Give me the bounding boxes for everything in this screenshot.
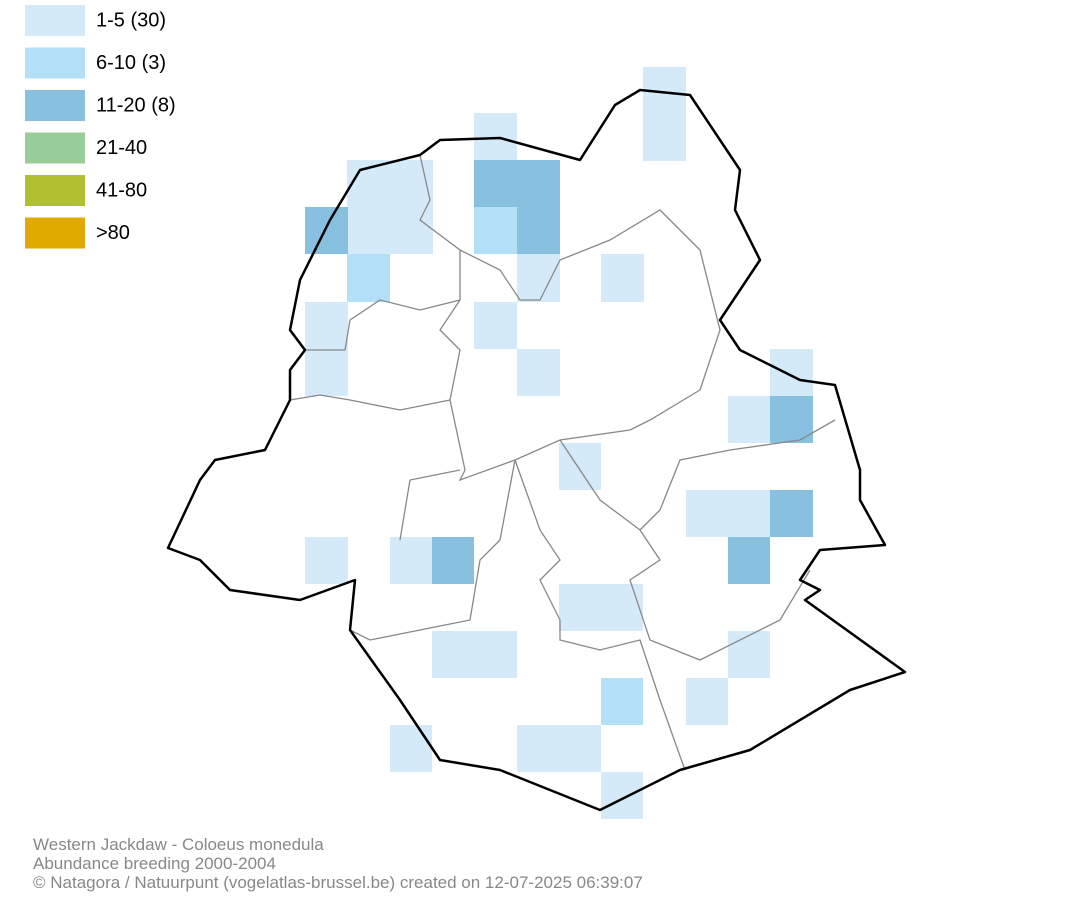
cell (686, 678, 728, 725)
grid-cells (305, 67, 813, 819)
legend-swatch (25, 175, 85, 206)
cell (305, 537, 348, 584)
cell (728, 537, 770, 584)
cell (728, 631, 770, 678)
cell (559, 584, 643, 631)
legend-label: 6-10 (3) (96, 52, 166, 74)
footer: Western Jackdaw - Coloeus monedulaAbunda… (33, 835, 643, 892)
cell (305, 302, 348, 396)
legend-swatch (25, 90, 85, 121)
cell (601, 678, 643, 725)
border (289, 299, 461, 411)
legend-swatch (25, 132, 85, 164)
legend-label: 1-5 (30) (96, 9, 166, 31)
cell (432, 631, 517, 678)
municipal-borders (289, 154, 836, 771)
legend-label: 21-40 (96, 137, 147, 159)
footer-line: Abundance breeding 2000-2004 (33, 854, 276, 873)
cell (517, 725, 601, 772)
cell (474, 113, 517, 160)
border (399, 419, 836, 661)
cell (474, 160, 560, 207)
border (349, 459, 686, 771)
legend-label: 41-80 (96, 179, 147, 201)
cell (728, 396, 770, 443)
footer-line: © Natagora / Natuurpunt (vogelatlas-brus… (33, 873, 643, 892)
cell (770, 490, 813, 537)
cell (686, 490, 770, 537)
cell (770, 349, 813, 396)
legend-swatch (25, 217, 85, 249)
cell (347, 254, 390, 302)
legend-label: 11-20 (8) (96, 94, 176, 116)
legend-swatch (25, 5, 85, 36)
legend-label: >80 (96, 222, 130, 244)
cell (517, 207, 560, 254)
cell (517, 349, 560, 396)
cell (601, 254, 644, 302)
cell (643, 67, 686, 161)
legend-swatch (25, 47, 85, 79)
cell (474, 302, 517, 349)
cell (432, 537, 474, 584)
cell (517, 254, 560, 302)
cell (770, 396, 813, 443)
cell (601, 772, 643, 819)
legend: 1-5 (30) 6-10 (3) 11-20 (8) 21-40 41-80 >80 (25, 5, 176, 249)
border (419, 154, 721, 482)
cell (390, 537, 432, 584)
cell (305, 207, 348, 254)
cell (474, 207, 517, 254)
cell (347, 160, 433, 254)
cell (559, 443, 601, 490)
footer-line: Western Jackdaw - Coloeus monedula (33, 835, 324, 854)
region-border (166, 88, 907, 812)
cell (390, 725, 432, 772)
